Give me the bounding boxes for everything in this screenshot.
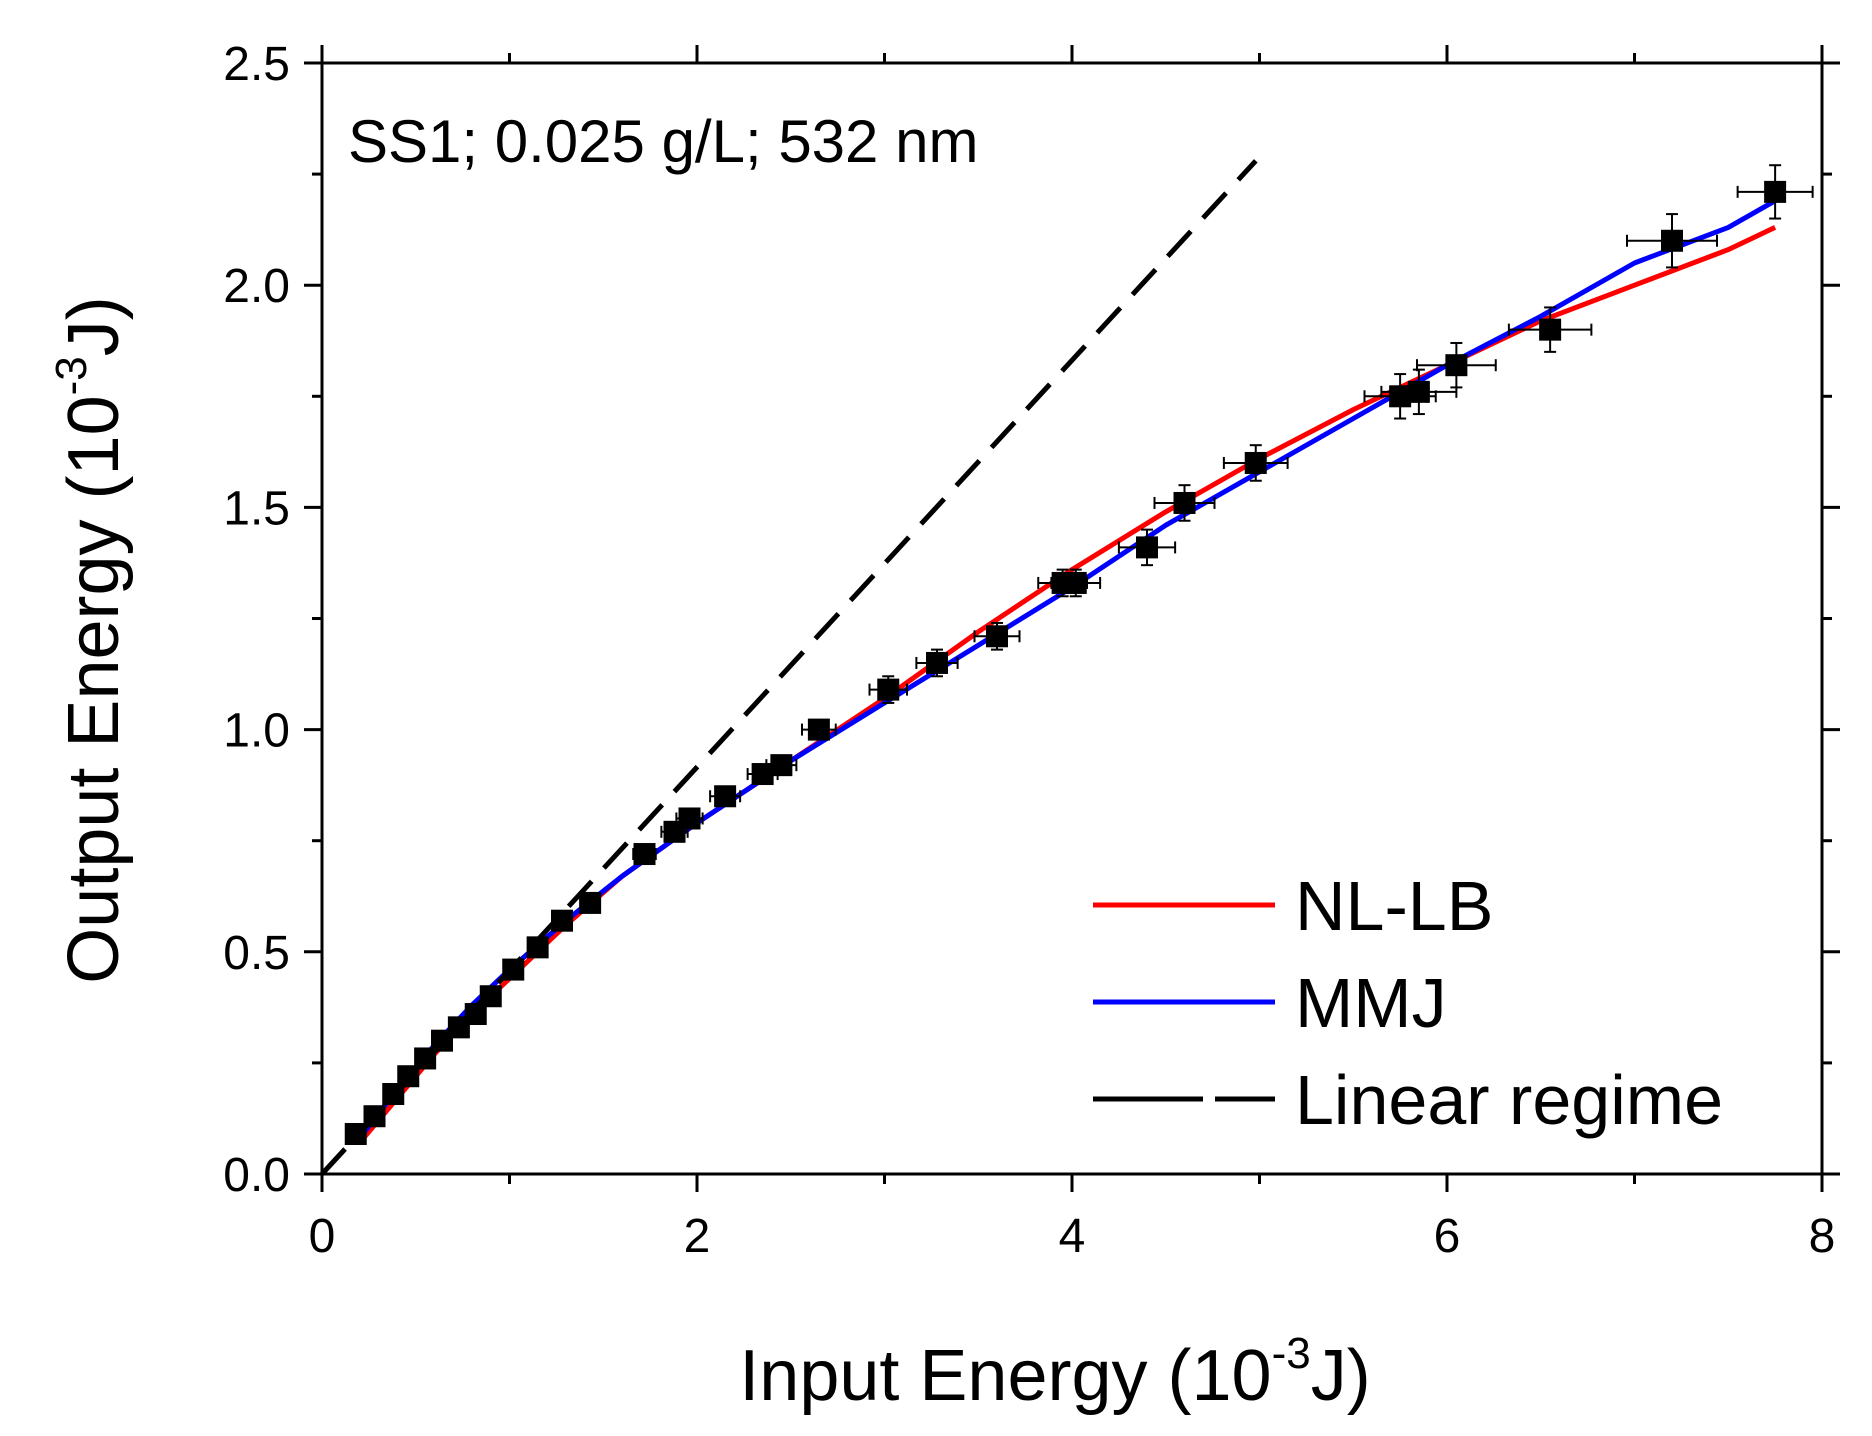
data-points bbox=[344, 164, 1814, 1146]
x-axis-title-text: Input Energy (10 bbox=[739, 1336, 1271, 1416]
data-point bbox=[1626, 213, 1718, 269]
data-point bbox=[431, 1029, 453, 1052]
legend-label: Linear regime bbox=[1295, 1061, 1723, 1139]
data-point bbox=[709, 785, 742, 808]
x-tick-label: 0 bbox=[309, 1210, 336, 1263]
data-point-marker bbox=[678, 807, 701, 830]
data-point-marker bbox=[414, 1047, 437, 1070]
data-point-marker bbox=[714, 785, 737, 808]
x-tick-label: 4 bbox=[1059, 1210, 1086, 1263]
data-point-marker bbox=[431, 1029, 453, 1052]
data-point bbox=[868, 675, 908, 704]
y-axis-title: Output Energy (10-3J) bbox=[47, 296, 134, 983]
data-point bbox=[1416, 341, 1497, 389]
data-point-marker bbox=[807, 718, 830, 741]
data-point-marker bbox=[1539, 318, 1562, 341]
legend-label: MMJ bbox=[1295, 964, 1447, 1042]
data-point bbox=[382, 1083, 405, 1106]
data-point-marker bbox=[1173, 491, 1196, 514]
data-point-marker bbox=[344, 1123, 367, 1146]
data-point-marker bbox=[877, 678, 900, 701]
x-tick-label: 8 bbox=[1809, 1210, 1836, 1263]
data-point-marker bbox=[579, 891, 602, 914]
chart-text: SS1; 0.025 g/L; 532 nm Input Energy (10-… bbox=[47, 108, 1371, 1416]
data-point-marker bbox=[1764, 180, 1787, 203]
x-axis-title-exponent: -3 bbox=[1272, 1329, 1311, 1378]
data-point-marker bbox=[363, 1105, 386, 1128]
x-tick-label: 6 bbox=[1434, 1210, 1461, 1263]
data-point bbox=[464, 1003, 487, 1026]
data-point bbox=[1153, 484, 1216, 522]
data-point bbox=[502, 958, 525, 981]
data-point bbox=[632, 843, 657, 866]
data-point bbox=[579, 891, 602, 914]
y-axis-title-text: Output Energy (10 bbox=[54, 395, 134, 983]
data-point-marker bbox=[1445, 354, 1468, 377]
data-point bbox=[479, 985, 502, 1008]
data-point-marker bbox=[551, 909, 573, 932]
data-point bbox=[675, 807, 704, 830]
y-tick-label: 2.5 bbox=[223, 38, 290, 91]
y-tick-label: 2.0 bbox=[223, 260, 290, 313]
data-point bbox=[526, 936, 549, 959]
x-axis-title-unit: J) bbox=[1311, 1336, 1371, 1416]
data-point-marker bbox=[464, 1003, 487, 1026]
data-point-marker bbox=[986, 625, 1008, 648]
data-point-marker bbox=[633, 843, 656, 866]
series-line-mmj bbox=[357, 198, 1777, 1140]
data-point bbox=[414, 1047, 437, 1070]
y-axis-title-exponent: -3 bbox=[47, 356, 96, 395]
data-point-marker bbox=[1136, 536, 1158, 559]
data-point-marker bbox=[397, 1065, 420, 1088]
data-point bbox=[1507, 306, 1593, 353]
y-tick-label: 1.5 bbox=[223, 482, 290, 535]
data-point-marker bbox=[447, 1016, 470, 1039]
data-point bbox=[915, 648, 959, 678]
data-point-marker bbox=[1407, 380, 1430, 403]
x-tick-label: 2 bbox=[684, 1210, 711, 1263]
data-point bbox=[551, 909, 573, 932]
data-point bbox=[447, 1016, 470, 1039]
y-axis-title-unit: J) bbox=[54, 296, 134, 356]
data-point-marker bbox=[1661, 229, 1683, 252]
data-point bbox=[1050, 568, 1102, 598]
y-tick-label: 0.0 bbox=[223, 1149, 290, 1202]
y-tick-label: 0.5 bbox=[223, 927, 290, 980]
data-point bbox=[1380, 368, 1458, 416]
data-point bbox=[363, 1105, 386, 1128]
data-point bbox=[1222, 444, 1289, 482]
data-point bbox=[801, 718, 837, 741]
y-tick-label: 1.0 bbox=[223, 705, 290, 758]
data-point-marker bbox=[926, 651, 948, 674]
axes: 0 2 4 6 8 0.0 0.5 1.0 1.5 2.0 2.5 bbox=[223, 38, 1840, 1263]
data-point bbox=[397, 1065, 420, 1088]
data-point-marker bbox=[382, 1083, 405, 1106]
plot-frame bbox=[320, 61, 1824, 1176]
data-point-marker bbox=[479, 985, 502, 1008]
data-point-marker bbox=[526, 936, 549, 959]
data-point-marker bbox=[1389, 385, 1412, 408]
data-point-marker bbox=[751, 763, 774, 786]
data-point-marker bbox=[770, 754, 793, 777]
data-point-marker bbox=[1244, 451, 1267, 474]
data-point bbox=[344, 1123, 367, 1146]
legend-label: NL-LB bbox=[1295, 867, 1493, 945]
data-point bbox=[765, 754, 798, 777]
legend: NL-LB MMJ Linear regime bbox=[1093, 867, 1723, 1139]
data-point bbox=[1736, 164, 1814, 220]
data-point-marker bbox=[1064, 571, 1087, 594]
data-point bbox=[973, 621, 1021, 651]
x-axis-title: Input Energy (10-3J) bbox=[739, 1329, 1370, 1416]
fit-curves bbox=[320, 159, 1777, 1176]
data-point bbox=[1363, 373, 1437, 420]
data-point bbox=[1117, 528, 1177, 567]
data-point-marker bbox=[502, 958, 525, 981]
chart-annotation: SS1; 0.025 g/L; 532 nm bbox=[348, 108, 978, 175]
